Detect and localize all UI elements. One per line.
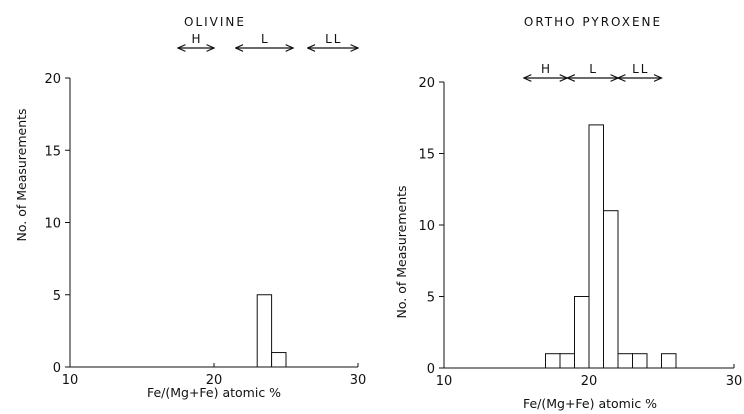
x-axis-label: Fe/(Mg+Fe) atomic % [523,396,657,411]
y-tick-label: 10 [418,219,435,234]
chart-title: ORTHO PYROXENE [524,15,662,29]
range-label: L [589,62,598,76]
y-tick-label: 0 [53,361,61,376]
x-tick-label: 10 [62,373,79,388]
range-markers: H L LL [178,32,358,48]
range-label: LL [632,62,649,76]
histogram-bar [559,353,575,369]
histogram-bar [661,353,677,369]
y-axis-label: No. of Measurements [14,108,29,241]
x-tick-label: 30 [350,373,367,388]
range-label: H [541,62,552,76]
bars [256,294,287,368]
y-tick-label: 5 [427,291,435,306]
x-ticks: 10 20 30 [62,363,367,388]
x-tick-label: 10 [436,374,453,389]
y-ticks: 0 5 10 15 20 [44,72,70,376]
y-tick-label: 15 [418,148,435,163]
range-label: H [191,32,202,46]
y-tick-label: 15 [44,144,61,159]
histogram-bar [632,353,648,369]
y-axis-label: No. of Measurements [394,185,409,318]
range-markers: H L LL [524,62,662,78]
x-tick-label: 30 [726,374,743,389]
histogram-bar [271,352,287,368]
histogram-bar [545,353,561,369]
y-tick-label: 20 [418,76,435,91]
range-label: L [261,32,270,46]
x-tick-label: 20 [206,373,223,388]
y-tick-label: 5 [53,289,61,304]
x-ticks: 10 20 30 [436,364,743,389]
histogram-bar [256,294,273,368]
y-tick-label: 20 [44,72,61,87]
y-ticks: 0 5 10 15 20 [418,76,444,377]
histogram-bar [603,210,619,369]
histogram-bar [574,296,590,369]
bars [545,124,677,369]
histogram-bar [617,353,633,369]
histogram-bar [588,124,604,369]
range-label: LL [325,32,342,46]
y-tick-label: 0 [427,362,435,377]
chart-title: OLIVINE [184,15,246,29]
x-tick-label: 20 [581,374,598,389]
y-tick-label: 10 [44,217,61,232]
x-axis-label: Fe/(Mg+Fe) atomic % [147,385,281,400]
